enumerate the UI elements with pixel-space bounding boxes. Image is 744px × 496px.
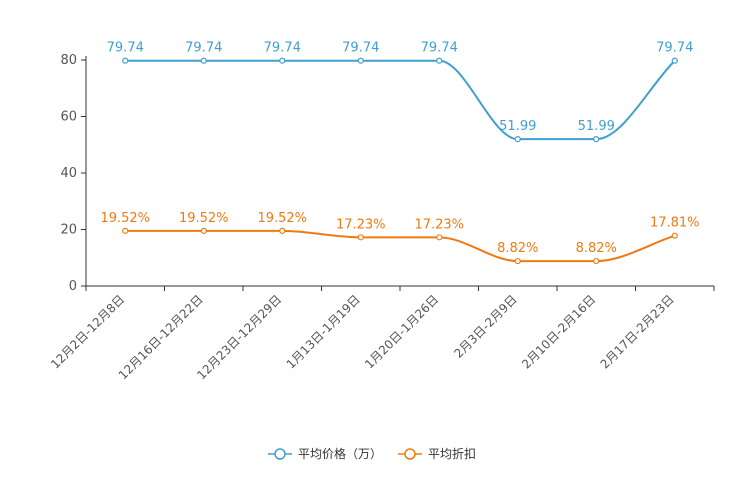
data-label: 19.52% [257,211,307,226]
data-label: 17.23% [414,217,464,232]
x-tick-label: 12月23日-12月29日 [194,292,284,382]
x-tick-label: 2月17日-2月23日 [598,292,677,371]
data-label: 79.74 [107,41,144,56]
x-tick-label: 1月20日-1月26日 [362,292,441,371]
data-point [593,136,600,143]
legend-marker-icon [274,448,286,460]
data-label: 17.23% [336,217,386,232]
data-label: 79.74 [342,41,379,56]
y-tick-label: 0 [69,279,77,294]
series-1: 79.74 79.74 79.74 79.74 79.74 51.99 51.99 79.74 [107,41,693,143]
x-tick-label: 12月16日-12月22日 [116,292,206,382]
y-tick-label: 20 [60,223,77,238]
data-label: 8.82% [576,241,617,256]
series-2: 19.52% 19.52% 19.52% 17.23% 17.23% 8.82% 8.82%… [100,211,700,265]
data-point [279,57,286,64]
legend-item-2: 平均折扣 [398,446,476,461]
legend-label: 平均价格（万） [298,446,382,461]
y-tick-label: 60 [60,110,77,125]
x-tick-label: 2月10日-2月16日 [519,292,598,371]
data-label: 79.74 [264,41,301,56]
data-point [279,227,286,234]
legend-item-1: 平均价格（万） [268,446,382,461]
data-label: 19.52% [179,211,229,226]
data-point [593,257,600,265]
data-point [436,57,443,64]
data-point [200,57,207,64]
data-point [122,227,129,234]
data-label: 17.81% [650,216,700,231]
legend-marker-icon [404,448,416,460]
data-point [436,234,443,241]
data-point [671,57,678,64]
data-label: 79.74 [656,41,693,56]
x-tick-label: 2月3日-2月9日 [451,292,520,361]
data-point [357,57,364,64]
data-label: 79.74 [421,41,458,56]
data-point [514,257,521,265]
x-tick-label: 12月2日-12月8日 [48,292,127,371]
x-tick-label: 1月13日-1月19日 [284,292,363,371]
data-point [200,227,207,234]
data-label: 19.52% [100,211,150,226]
data-label: 51.99 [578,119,615,134]
data-point [357,234,364,241]
data-label: 8.82% [497,241,538,256]
data-point [122,57,129,64]
data-point [671,232,678,239]
data-label: 79.74 [185,41,222,56]
data-label: 51.99 [499,119,536,134]
legend-label: 平均折扣 [428,446,476,461]
y-tick-label: 40 [60,166,77,181]
data-point [514,136,521,143]
y-tick-label: 80 [60,53,77,68]
